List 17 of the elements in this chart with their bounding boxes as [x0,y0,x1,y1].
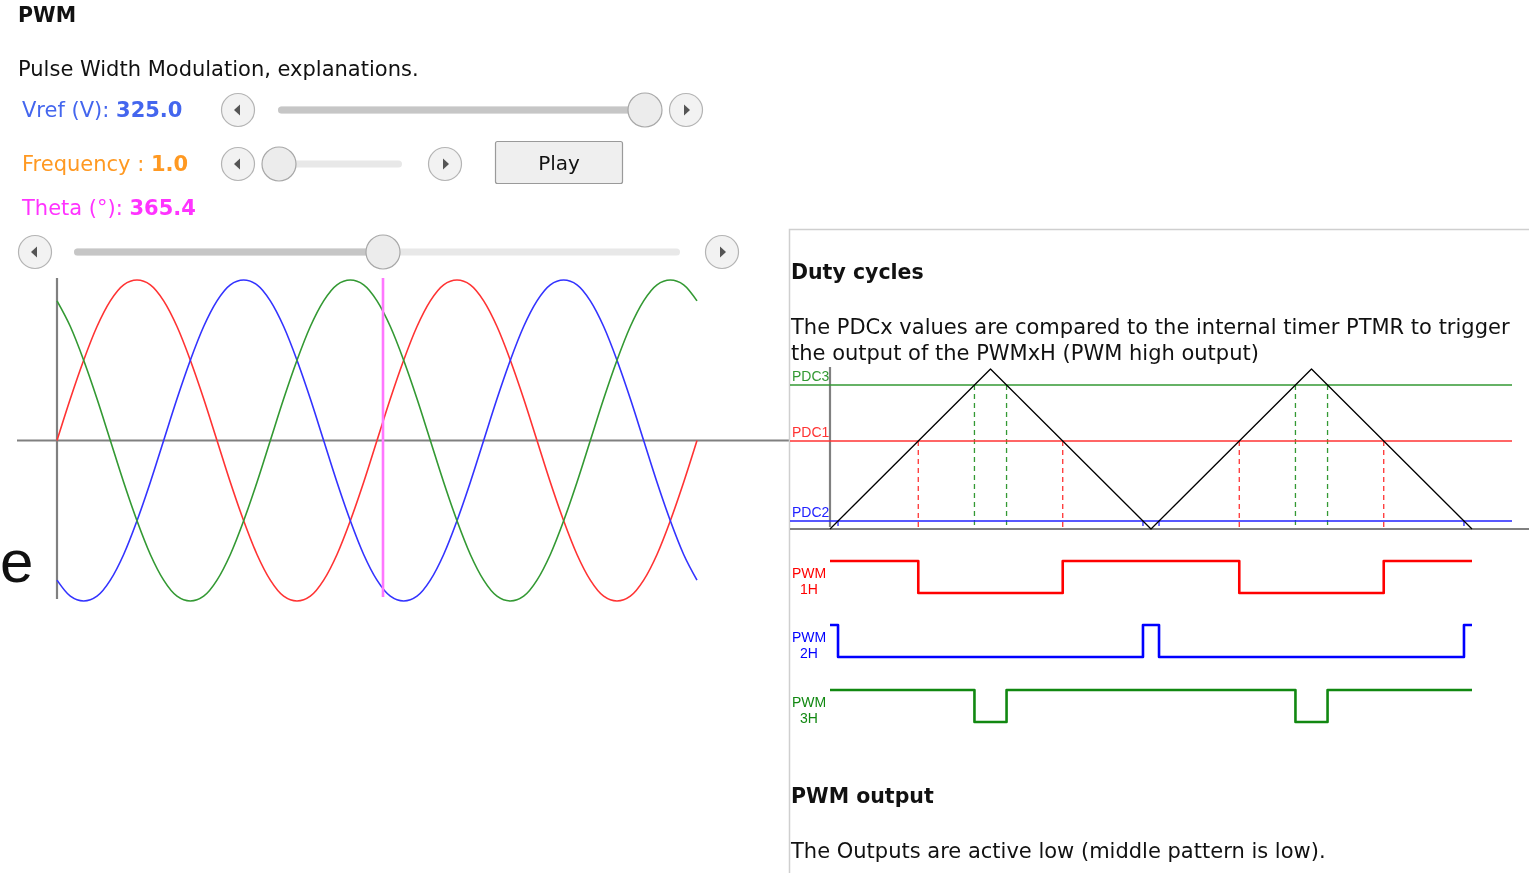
text: Vref (V): 325.0 [22,98,183,122]
ref-line-label: PDC2 [792,504,830,520]
series-label: PWM 2H [791,629,827,661]
chart-title: PWM [18,3,77,27]
text: Play [538,150,581,175]
text: e [0,528,34,595]
chart-title: Duty cycles [791,260,924,284]
chart-subtitle: Pulse Width Modulation, explanations. [18,57,419,81]
ref-line-label: PDC1 [792,424,830,440]
series-label: PWM 1H [791,565,827,597]
text: PWM output [791,784,934,808]
text: The Outputs are active low (middle pattern is low). [790,839,1326,863]
text: Frequency : 1.0 [22,152,189,176]
chart-subtitle: The PDCx values are compared to the internal timer PTMR to trigger the output of the PWMxH (PWM high output) [790,315,1510,365]
text: Theta (°): 365.4 [21,196,196,220]
ref-line-label: PDC3 [792,368,830,384]
series-label: PWM 3H [791,694,827,726]
